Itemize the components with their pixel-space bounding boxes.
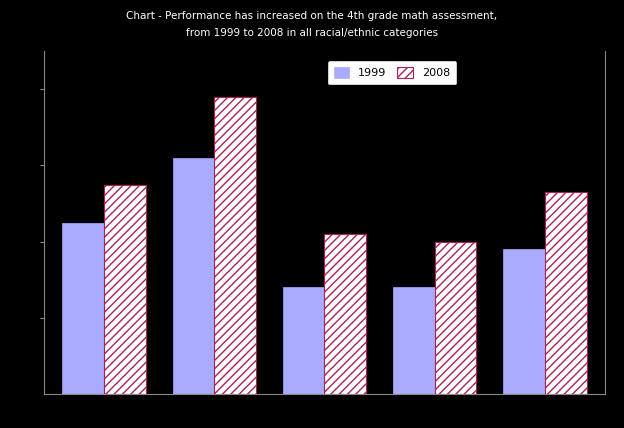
Bar (215, 97, 256, 394)
Text: from 1999 to 2008 in all racial/ethnic categories: from 1999 to 2008 in all racial/ethnic c… (186, 28, 438, 38)
Legend: 1999, 2008: 1999, 2008 (327, 60, 457, 85)
Bar (392, 287, 434, 394)
Bar (324, 234, 366, 394)
Bar (503, 249, 545, 394)
Bar (434, 241, 477, 394)
Bar (283, 287, 324, 394)
Bar (62, 223, 104, 394)
Bar (172, 158, 215, 394)
Text: Chart - Performance has increased on the 4th grade math assessment,: Chart - Performance has increased on the… (127, 11, 497, 21)
Bar (545, 192, 587, 394)
Bar (104, 184, 146, 394)
